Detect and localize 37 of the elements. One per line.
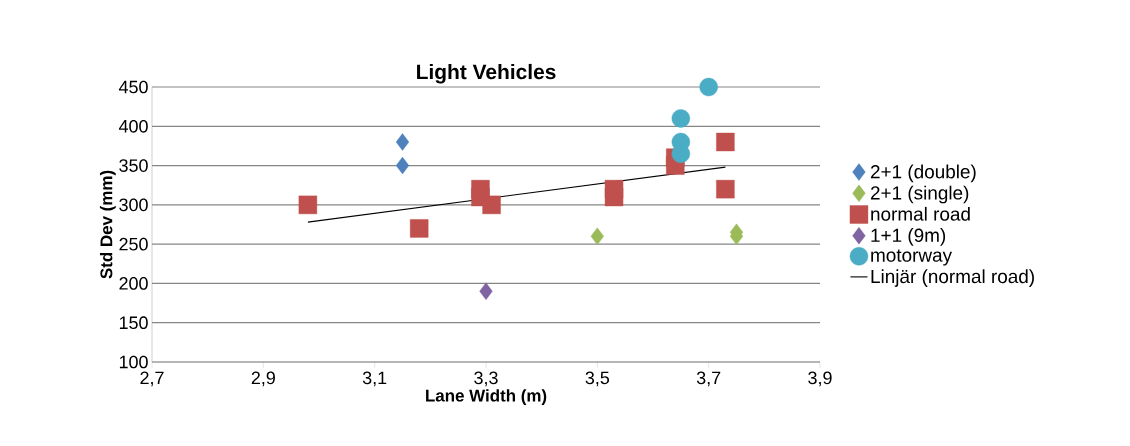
y-tick-label: 100 [119,355,148,369]
point [671,144,691,163]
x-tick-label: 3,9 [808,371,832,387]
x-tick-label: 3,7 [696,371,721,387]
point [395,133,410,151]
point [482,195,501,215]
y-tick-label: 400 [118,119,148,133]
point [479,282,493,300]
y-tick-label: 350 [119,159,148,172]
point [604,187,624,207]
y-tick-label: 450 [118,80,148,94]
point [590,227,604,245]
x-axis-title: Lane Width (m) [426,389,547,405]
legend-label: normal road [871,206,970,221]
point [410,219,429,238]
point [671,109,691,128]
y-tick-label: 200 [119,277,148,290]
point [716,132,735,152]
point [298,195,318,215]
x-tick-label: 2,9 [251,371,275,387]
x-tick-label: 3,1 [362,371,387,387]
legend-label: 2+1 (single) [870,185,969,204]
legend-label: Linjär (normal road) [871,269,1034,287]
legend-label: 2+1 (double) [870,164,976,183]
point [699,77,718,97]
legend-label: motorway [871,249,953,266]
chart-title: Light Vehicles [417,63,556,84]
y-tick-label: 250 [119,237,148,251]
x-tick-label: 2,7 [140,371,164,387]
y-axis-title: Std Dev (mm) [99,170,116,279]
x-tick-label: 3,5 [585,371,610,387]
point [395,156,410,175]
y-tick-label: 150 [119,316,148,330]
point [716,179,735,199]
y-tick-label: 300 [119,198,148,212]
legend-label: 1+1 (9m) [871,228,946,246]
x-tick-label: 3,3 [474,371,498,387]
